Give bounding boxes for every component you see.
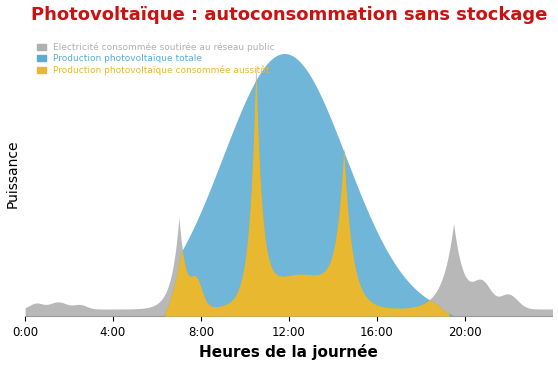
Title: Photovoltaïque : autoconsommation sans stockage: Photovoltaïque : autoconsommation sans s… bbox=[31, 5, 547, 23]
X-axis label: Heures de la journée: Heures de la journée bbox=[199, 344, 378, 361]
Legend: Electricité consommée soutirée au réseau public, Production photovoltaïque total: Electricité consommée soutirée au réseau… bbox=[35, 41, 276, 77]
Y-axis label: Puissance: Puissance bbox=[6, 139, 20, 208]
